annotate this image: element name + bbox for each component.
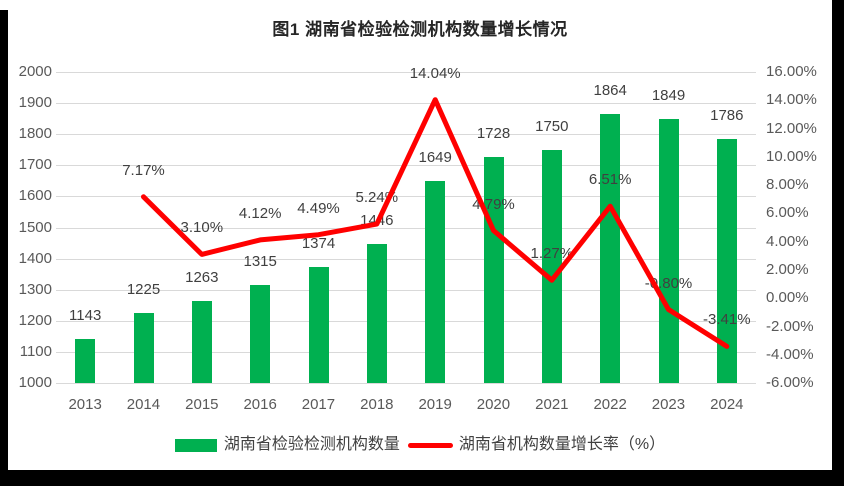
bar-value-label: 1263 xyxy=(185,269,219,287)
bar-2021 xyxy=(541,149,562,384)
left-axis-tick: 1800 xyxy=(18,125,52,143)
bar-series-label: 湖南省检验检测机构数量 xyxy=(223,436,400,453)
right-axis-tick: 8.00% xyxy=(766,176,809,194)
gridline xyxy=(56,351,756,353)
right-axis-tick: 2.00% xyxy=(766,260,809,278)
x-axis-label: 2019 xyxy=(418,396,452,413)
bar-value-label: 1315 xyxy=(243,253,277,270)
bar-value-label: 1649 xyxy=(418,149,452,167)
bar-value-label: 1143 xyxy=(69,306,102,324)
bar-2014 xyxy=(133,313,154,383)
chart-sheet: 图1 湖南省检验检测机构数量增长情况 2000 1900 1800 1700 1600 1… xyxy=(8,0,832,470)
left-axis-tick: 1200 xyxy=(18,311,52,329)
x-axis-label: 2014 xyxy=(126,396,161,413)
bar-value-label: 1849 xyxy=(651,87,686,104)
growth-rate-label: -3.41% xyxy=(703,311,751,329)
gridline xyxy=(56,258,756,260)
gridline xyxy=(56,320,756,322)
right-axis-tick: 6.00% xyxy=(766,204,809,222)
bar-value-label: 1864 xyxy=(593,82,627,100)
x-axis-label: 2018 xyxy=(360,396,394,413)
left-axis-tick: 2000 xyxy=(18,63,52,80)
growth-rate-label: -0.80% xyxy=(644,274,693,292)
left-axis-tick: 1100 xyxy=(19,342,52,360)
growth-rate-label: 7.17% xyxy=(122,161,165,179)
growth-rate-label: 5.24% xyxy=(355,189,399,207)
line-series-label: 湖南省机构数量增长率（%） xyxy=(458,436,666,453)
left-axis-tick: 1900 xyxy=(18,94,52,112)
chart-legend: 湖南省检验检测机构数量 湖南省机构数量增长率（%） xyxy=(8,435,832,455)
right-axis-tick: 14.00% xyxy=(766,91,817,109)
left-axis-tick: 1700 xyxy=(18,156,52,174)
bar-2015 xyxy=(191,301,212,383)
growth-rate-label: 1.27% xyxy=(530,245,574,263)
bar-value-label: 1374 xyxy=(301,234,336,252)
right-axis-tick: -4.00% xyxy=(766,345,814,363)
frame-corner-notch xyxy=(0,0,8,10)
x-axis-label: 2013 xyxy=(68,396,102,413)
bar-2016 xyxy=(250,285,271,383)
bar-2022 xyxy=(600,114,621,383)
growth-rate-label: 14.04% xyxy=(409,64,461,82)
left-axis-tick: 1300 xyxy=(18,280,52,298)
x-axis-label: 2023 xyxy=(651,396,686,413)
bar-2024 xyxy=(716,138,737,383)
x-axis-label: 2020 xyxy=(476,396,511,413)
right-axis-tick: -2.00% xyxy=(766,317,814,335)
line-series-swatch xyxy=(407,442,453,448)
gridline xyxy=(56,134,756,136)
right-axis-tick: 16.00% xyxy=(766,63,817,80)
bar-series-swatch xyxy=(174,438,217,452)
right-axis-tick: -6.00% xyxy=(766,374,814,391)
left-axis-tick: 1400 xyxy=(18,249,52,267)
bar-value-label: 1786 xyxy=(710,106,744,124)
bar-2013 xyxy=(75,338,96,383)
bar-2023 xyxy=(658,119,679,383)
plot-area: 2000 1900 1800 1700 1600 1500 1400 1300 1200 1100… xyxy=(8,0,832,470)
right-axis-tick: 12.00% xyxy=(766,119,817,137)
left-axis-tick: 1600 xyxy=(18,187,52,205)
left-axis-tick: 1500 xyxy=(18,218,52,236)
bar-value-label: 1750 xyxy=(535,117,569,135)
x-axis-label: 2016 xyxy=(243,396,277,413)
bar-2018 xyxy=(366,244,387,383)
growth-rate-label: 4.79% xyxy=(472,195,515,213)
legend-item-bars: 湖南省检验检测机构数量 xyxy=(174,435,400,455)
x-axis-label: 2015 xyxy=(185,396,219,413)
bar-2019 xyxy=(425,181,446,383)
gridline xyxy=(56,383,756,384)
x-axis-label: 2021 xyxy=(535,396,569,413)
chart-title: 图1 湖南省检验检测机构数量增长情况 xyxy=(272,20,568,39)
left-axis-tick: 1000 xyxy=(18,374,52,391)
bar-2020 xyxy=(483,156,504,383)
growth-rate-label: 6.51% xyxy=(588,171,632,189)
legend-item-line: 湖南省机构数量增长率（%） xyxy=(407,435,666,455)
x-axis-label: 2022 xyxy=(593,396,627,413)
right-axis-tick: 10.00% xyxy=(766,147,817,165)
x-axis-label: 2024 xyxy=(710,396,744,413)
right-axis-tick: 4.00% xyxy=(766,232,809,250)
x-axis-label: 2017 xyxy=(301,396,336,413)
gridline xyxy=(56,72,756,73)
right-axis-tick: 0.00% xyxy=(766,289,809,307)
bar-2017 xyxy=(308,266,329,383)
